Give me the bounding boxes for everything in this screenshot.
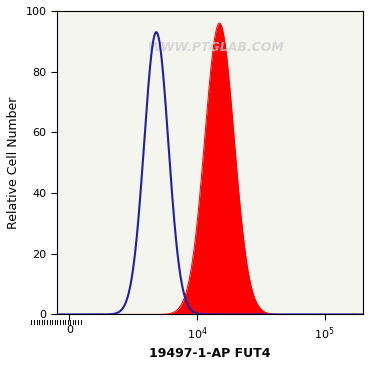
Text: WWW.PTGLAB.COM: WWW.PTGLAB.COM (148, 41, 285, 54)
X-axis label: 19497-1-AP FUT4: 19497-1-AP FUT4 (149, 347, 271, 360)
Y-axis label: Relative Cell Number: Relative Cell Number (7, 97, 20, 229)
